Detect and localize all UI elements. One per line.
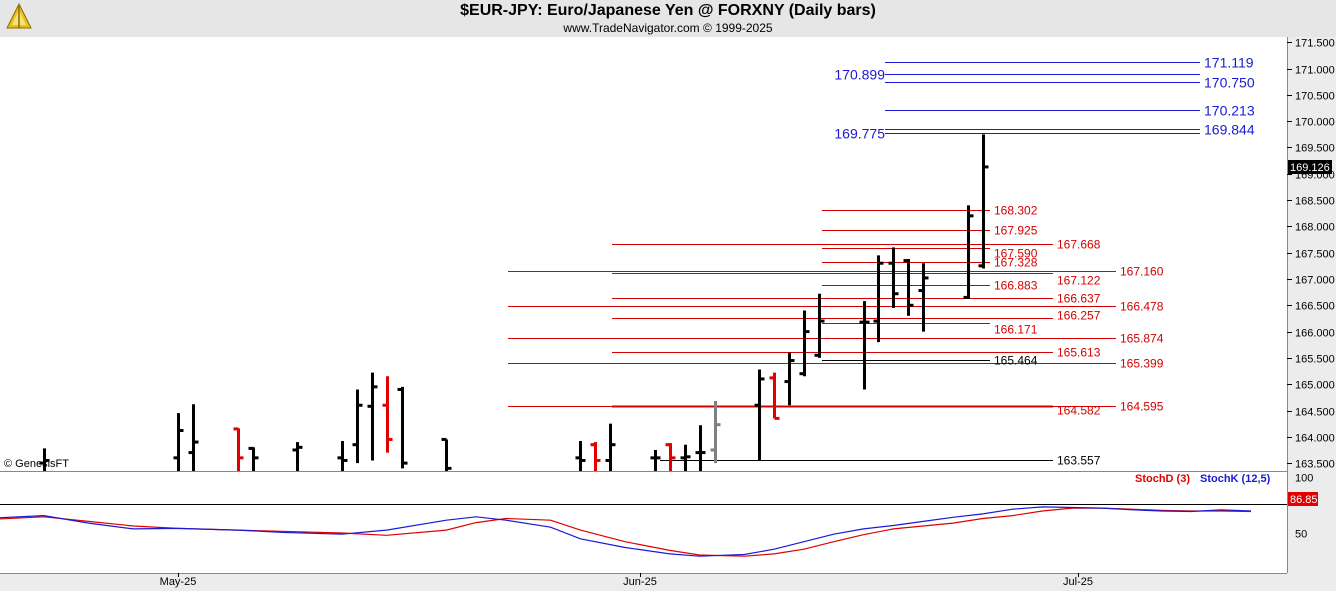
stoch-axis-label: 100 <box>1295 473 1313 485</box>
y-axis-tick-label: 168.000 <box>1295 222 1335 234</box>
level-label-black: 163.557 <box>1057 454 1101 468</box>
ohlc-bar[interactable] <box>695 425 706 471</box>
ohlc-bar[interactable] <box>859 301 870 390</box>
ohlc-bar[interactable] <box>963 205 974 299</box>
ohlc-bar[interactable] <box>784 352 795 406</box>
level-label-red: 164.582 <box>1057 404 1101 418</box>
ohlc-bar[interactable] <box>769 372 780 420</box>
stoch-last-box <box>1288 492 1318 506</box>
y-axis-tick-label: 170.500 <box>1295 91 1335 103</box>
stoch-k-line[interactable] <box>0 506 1252 557</box>
ohlc-bar[interactable] <box>978 134 989 269</box>
y-axis-tick-label: 168.500 <box>1295 196 1335 208</box>
ohlc-bar[interactable] <box>605 423 616 471</box>
level-label-red: 166.883 <box>994 279 1038 293</box>
last-price-box <box>1288 160 1332 174</box>
level-label-red: 167.328 <box>994 256 1038 270</box>
ohlc-bar[interactable] <box>650 449 661 471</box>
y-axis-tick-label: 171.000 <box>1295 65 1335 77</box>
price-pane[interactable] <box>0 37 1287 471</box>
level-label-red: 165.874 <box>1120 332 1164 346</box>
level-label-blue: 169.844 <box>1204 122 1255 138</box>
y-axis-tick-label: 169.500 <box>1295 143 1335 155</box>
level-label-blue: 170.899 <box>834 67 885 83</box>
ohlc-bar[interactable] <box>367 372 378 461</box>
level-label-red: 168.302 <box>994 204 1038 218</box>
ohlc-bar[interactable] <box>188 404 199 471</box>
ohlc-bar[interactable] <box>710 401 721 464</box>
chart-subtitle: www.TradeNavigator.com © 1999-2025 <box>563 21 773 35</box>
level-label-red: 166.637 <box>1057 292 1101 306</box>
y-axis-tick-label: 166.000 <box>1295 328 1335 340</box>
ohlc-bar[interactable] <box>39 448 50 471</box>
x-axis-tick-label: Jul-25 <box>1063 576 1093 588</box>
ohlc-bar[interactable] <box>441 437 452 471</box>
stoch-k-legend: StochK (12,5) <box>1200 473 1271 485</box>
ohlc-bar[interactable] <box>575 441 586 471</box>
ohlc-bar[interactable] <box>903 258 914 316</box>
ohlc-bar[interactable] <box>173 413 184 471</box>
level-label-red: 165.613 <box>1057 346 1101 360</box>
ohlc-bar[interactable] <box>397 386 408 469</box>
ohlc-bar[interactable] <box>918 263 929 332</box>
y-axis-tick-label: 167.000 <box>1295 275 1335 287</box>
level-label-blue: 171.119 <box>1204 55 1254 71</box>
trade-navigator-logo-icon <box>6 2 32 29</box>
level-label-red: 167.122 <box>1057 274 1101 288</box>
y-axis-tick-label: 164.500 <box>1295 407 1335 419</box>
y-axis-tick-label: 165.000 <box>1295 380 1335 392</box>
ohlc-bar[interactable] <box>292 442 303 471</box>
ohlc-bar[interactable] <box>888 247 899 308</box>
ohlc-bar[interactable] <box>754 369 765 461</box>
level-label-red: 167.925 <box>994 224 1038 238</box>
last-price-label: 169.126 <box>1290 162 1330 174</box>
ohlc-bar[interactable] <box>680 444 691 471</box>
level-label-red: 166.257 <box>1057 309 1101 323</box>
y-axis-tick-label: 167.500 <box>1295 249 1335 261</box>
ohlc-bar[interactable] <box>814 293 825 358</box>
chart-title: $EUR-JPY: Euro/Japanese Yen @ FORXNY (Da… <box>460 2 876 19</box>
level-label-blue: 170.213 <box>1204 103 1255 119</box>
ohlc-bar[interactable] <box>665 443 676 471</box>
level-label-red: 164.595 <box>1120 400 1164 414</box>
level-label-red: 167.160 <box>1120 265 1164 279</box>
ohlc-bar[interactable] <box>233 427 244 471</box>
ohlc-bar[interactable] <box>337 441 348 471</box>
stoch-axis-label: 50 <box>1295 529 1307 541</box>
y-axis-tick-label: 170.000 <box>1295 117 1335 129</box>
ohlc-bar[interactable] <box>248 446 259 471</box>
level-label-red: 166.478 <box>1120 300 1164 314</box>
ohlc-bar[interactable] <box>590 442 601 471</box>
ohlc-bar[interactable] <box>873 255 884 343</box>
y-axis-tick-label: 165.500 <box>1295 354 1335 366</box>
y-axis-tick-label: 171.500 <box>1295 38 1335 50</box>
stoch-last-label: 86.85 <box>1290 494 1318 506</box>
level-label-red: 166.171 <box>994 323 1038 337</box>
ohlc-bar[interactable] <box>352 389 363 464</box>
level-label-red: 165.399 <box>1120 357 1164 371</box>
x-axis-tick-label: May-25 <box>160 576 197 588</box>
level-label-red: 167.590 <box>994 247 1038 261</box>
stochastic-pane[interactable] <box>0 471 1287 573</box>
x-axis-tick-label: Jun-25 <box>623 576 657 588</box>
y-axis-tick-label: 166.500 <box>1295 301 1335 313</box>
chart-header: $EUR-JPY: Euro/Japanese Yen @ FORXNY (Da… <box>0 0 1336 37</box>
watermark: © GenesisFT <box>4 458 69 470</box>
level-label-blue: 170.750 <box>1204 75 1255 91</box>
ohlc-bar[interactable] <box>382 376 393 453</box>
level-label-blue: 169.775 <box>834 126 885 142</box>
y-axis-tick-label: 164.000 <box>1295 433 1335 445</box>
ohlc-bar[interactable] <box>799 310 810 377</box>
stoch-d-legend: StochD (3) <box>1135 473 1190 485</box>
level-label-black: 165.464 <box>994 354 1038 368</box>
level-label-red: 167.668 <box>1057 238 1101 252</box>
y-axis-tick-label: 163.500 <box>1295 459 1335 471</box>
